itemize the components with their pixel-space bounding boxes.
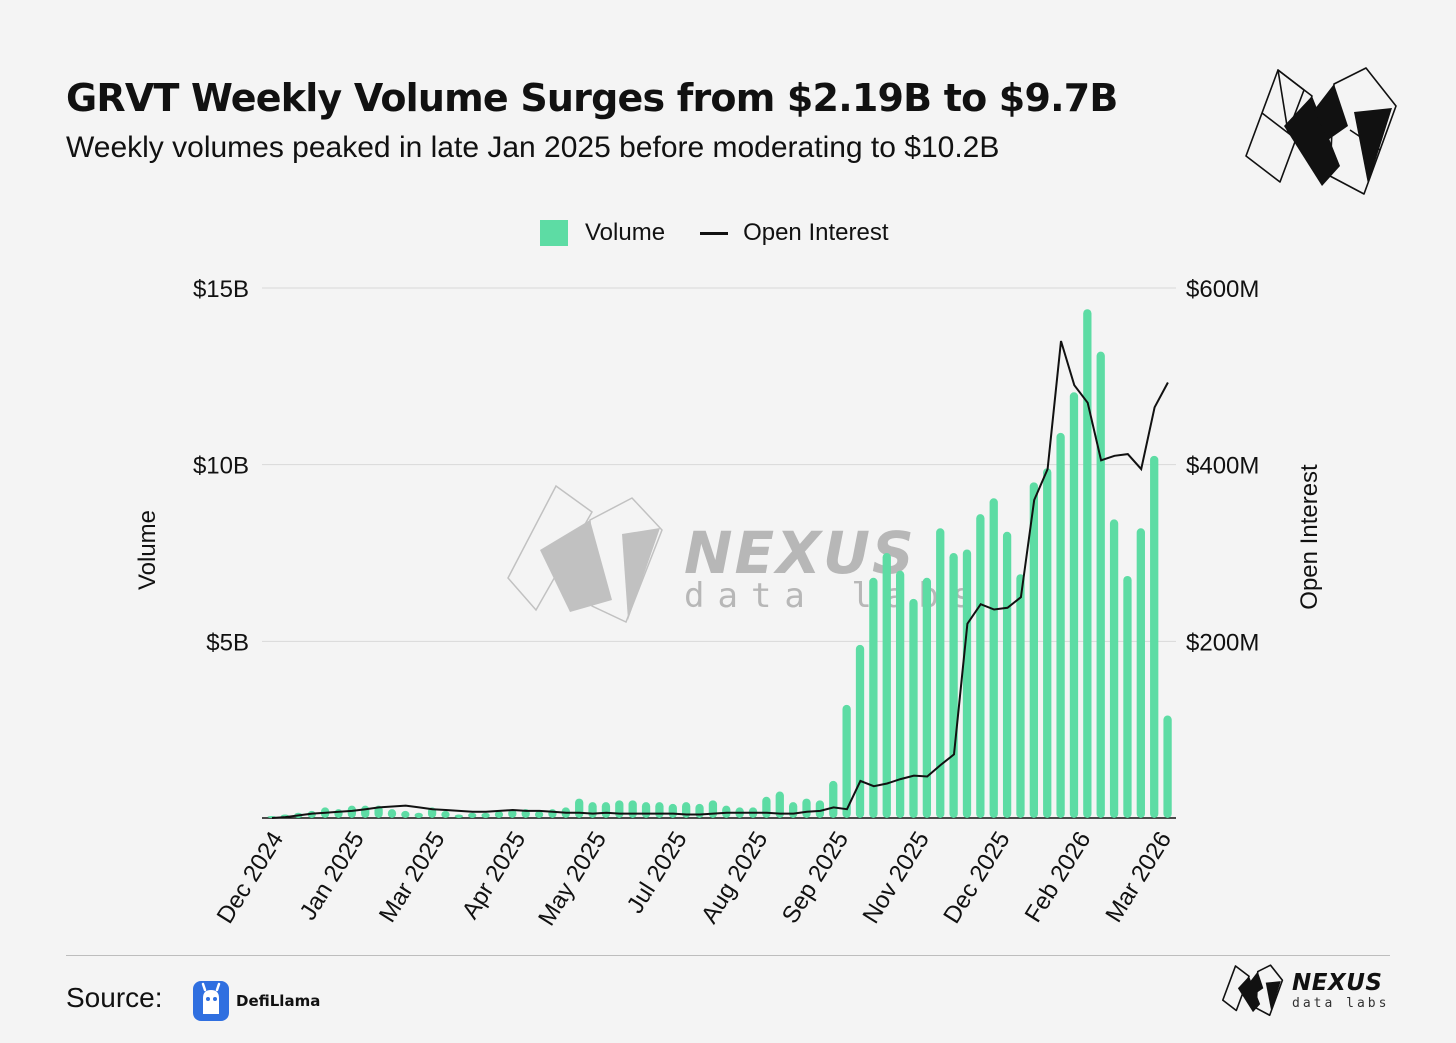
- volume-bar: [641, 802, 651, 818]
- volume-bar: [1096, 351, 1105, 818]
- volume-bar: [1069, 392, 1079, 818]
- volume-bar: [668, 803, 677, 818]
- volume-bar: [401, 810, 410, 818]
- x-tick-label: Jul 2025: [622, 827, 693, 918]
- volume-bar: [601, 802, 611, 818]
- footer-divider: [66, 955, 1390, 956]
- volume-bar: [414, 812, 423, 818]
- source-name: DefiLlama: [236, 992, 321, 1010]
- volume-bar: [1029, 482, 1038, 818]
- llama-icon: [193, 981, 229, 1021]
- volume-bar: [628, 800, 637, 818]
- x-tick-label: Apr 2025: [457, 827, 532, 924]
- volume-bar: [962, 549, 972, 818]
- open-interest-line: [271, 340, 1169, 819]
- x-tick-label: Nov 2025: [858, 827, 935, 928]
- grid-lines: [262, 287, 1176, 819]
- volume-bar: [842, 704, 851, 818]
- x-tick-label: Dec 2025: [938, 827, 1015, 928]
- volume-bar: [548, 809, 557, 818]
- volume-bar: [815, 800, 825, 818]
- volume-bars: [267, 309, 1172, 818]
- volume-bar: [949, 553, 958, 818]
- volume-bar: [387, 809, 397, 818]
- chart-title: GRVT Weekly Volume Surges from $2.19B to…: [66, 76, 1118, 120]
- y2-tick-label: $400M: [1186, 453, 1259, 480]
- volume-bar: [575, 798, 584, 818]
- volume-bar: [1043, 468, 1052, 818]
- footer-brand-sub: data labs: [1292, 996, 1390, 1011]
- y2-tick-label: $200M: [1186, 629, 1259, 656]
- footer-brand-name: NEXUS: [1292, 970, 1383, 996]
- volume-bar: [1056, 432, 1065, 818]
- y-tick-label: $5B: [206, 629, 249, 656]
- volume-bar: [615, 800, 624, 818]
- volume-bar: [789, 802, 798, 818]
- volume-bar: [481, 812, 490, 818]
- y-tick-label: $15B: [193, 276, 249, 303]
- chart-subtitle: Weekly volumes peaked in late Jan 2025 b…: [66, 131, 1000, 164]
- volume-bar: [708, 800, 718, 818]
- volume-bar: [1002, 531, 1012, 818]
- volume-bar: [1083, 309, 1092, 818]
- x-tick-label: Mar 2025: [374, 827, 451, 927]
- y-tick-label: $10B: [193, 453, 249, 480]
- source-logo: DefiLlama: [192, 980, 320, 1022]
- x-tick-label: Feb 2026: [1020, 827, 1097, 927]
- x-tick-label: Mar 2026: [1100, 827, 1177, 927]
- volume-bar: [361, 805, 370, 818]
- footer-brand: NEXUS data labs: [1222, 963, 1389, 1019]
- x-tick-label: Aug 2025: [696, 827, 773, 928]
- volume-bar: [1136, 528, 1145, 818]
- volume-bar: [775, 791, 784, 818]
- volume-bar: [1163, 715, 1172, 818]
- volume-bar: [855, 644, 865, 818]
- volume-bar: [508, 809, 517, 818]
- volume-bar: [682, 802, 691, 818]
- volume-bar: [1123, 575, 1132, 818]
- volume-bar: [588, 802, 597, 818]
- legend-label-open-interest: Open Interest: [743, 219, 889, 246]
- volume-bar: [468, 812, 477, 818]
- volume-bar: [895, 570, 905, 818]
- volume-bar: [989, 498, 998, 818]
- volume-bar: [869, 577, 878, 818]
- volume-bar: [1109, 519, 1119, 818]
- y2-axis-title: Open Interest: [1296, 464, 1323, 610]
- nexus-footer-logo-icon: [1222, 964, 1284, 1017]
- volume-bar: [695, 803, 704, 818]
- open-interest-legend-line: [700, 231, 729, 235]
- volume-legend-swatch: [540, 220, 568, 246]
- source-label: Source:: [66, 982, 163, 1013]
- volume-bar: [441, 810, 450, 818]
- volume-bar: [534, 810, 544, 818]
- volume-bar: [976, 514, 985, 818]
- x-tick-label: Sep 2025: [777, 827, 854, 928]
- volume-bar: [655, 802, 664, 818]
- volume-bar: [1150, 455, 1159, 818]
- volume-bar: [829, 780, 838, 818]
- volume-bar: [882, 553, 891, 818]
- legend-label-volume: Volume: [585, 219, 666, 246]
- volume-bar: [936, 528, 945, 818]
- watermark-logo-icon: [507, 484, 663, 624]
- volume-bar: [494, 810, 504, 818]
- volume-bar: [922, 577, 932, 818]
- x-tick-label: Dec 2024: [212, 827, 289, 928]
- y-axis-title: Volume: [134, 510, 161, 590]
- volume-bar: [334, 809, 343, 818]
- watermark-name: NEXUS: [684, 519, 916, 587]
- nexus-logo-icon: [1245, 67, 1397, 195]
- volume-bar: [1016, 574, 1025, 818]
- volume-bar: [454, 814, 463, 818]
- volume-bar: [762, 796, 771, 818]
- volume-bar: [909, 598, 918, 818]
- x-tick-label: May 2025: [533, 827, 612, 931]
- y2-tick-label: $600M: [1186, 276, 1259, 303]
- x-tick-label: Jan 2025: [295, 827, 370, 925]
- chart-legend: Volume Open Interest: [540, 215, 888, 251]
- volume-bar: [802, 798, 811, 818]
